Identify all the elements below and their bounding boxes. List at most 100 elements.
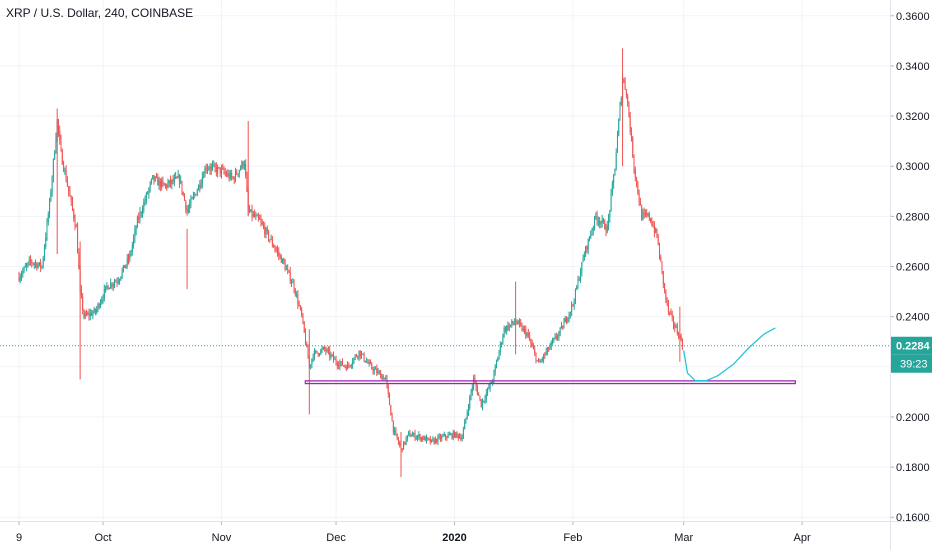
candle-body bbox=[376, 368, 378, 374]
candle-body bbox=[210, 166, 212, 170]
candlestick-series bbox=[18, 48, 683, 478]
x-tick-label: Dec bbox=[326, 532, 346, 544]
candle-body bbox=[656, 229, 658, 237]
candle-body bbox=[158, 180, 160, 186]
candle-body bbox=[368, 362, 370, 364]
candle-body bbox=[562, 325, 564, 329]
candle-body bbox=[492, 381, 494, 383]
candle-body bbox=[136, 217, 138, 228]
candle-body bbox=[638, 193, 640, 203]
candle-body bbox=[190, 199, 192, 205]
candle-body bbox=[63, 164, 65, 171]
candle-body bbox=[624, 81, 626, 90]
candle-body bbox=[232, 177, 234, 179]
candle-body bbox=[462, 429, 464, 438]
candle-body bbox=[251, 209, 253, 217]
candle-body bbox=[271, 239, 273, 246]
candle-body bbox=[465, 417, 467, 422]
candle-body bbox=[390, 405, 392, 416]
candle-body bbox=[218, 167, 220, 169]
candle-body bbox=[317, 352, 319, 355]
candle-body bbox=[386, 377, 388, 386]
candle-body bbox=[616, 135, 618, 153]
candle-body bbox=[330, 354, 332, 357]
candle-body bbox=[481, 401, 483, 407]
projection-curve bbox=[683, 327, 776, 382]
candle-body bbox=[585, 246, 587, 256]
candle-body bbox=[163, 183, 165, 186]
candle-body bbox=[364, 360, 366, 363]
candle-body bbox=[648, 213, 650, 219]
candle-body bbox=[187, 208, 189, 212]
candle-body bbox=[26, 265, 28, 267]
candle-body bbox=[255, 215, 257, 217]
candle-body bbox=[143, 202, 145, 211]
candle-body bbox=[590, 234, 592, 238]
x-tick-label: Nov bbox=[212, 532, 232, 544]
candle-body bbox=[424, 436, 426, 442]
candle-body bbox=[101, 299, 103, 303]
candle-body bbox=[243, 163, 245, 167]
candle-body bbox=[642, 212, 644, 220]
candle-body bbox=[573, 301, 575, 305]
candle-body bbox=[411, 434, 413, 437]
candle-body bbox=[80, 288, 82, 297]
candle-body bbox=[147, 193, 149, 195]
candle-body bbox=[632, 137, 634, 157]
candle-body bbox=[303, 321, 305, 333]
candle-body bbox=[333, 354, 335, 360]
candle-body bbox=[140, 212, 142, 214]
candle-body bbox=[324, 347, 326, 349]
candle-body bbox=[285, 268, 287, 270]
y-tick-label: 0.2400 bbox=[896, 312, 930, 324]
candle-body bbox=[138, 217, 140, 220]
candle-body bbox=[139, 212, 141, 220]
candle-body bbox=[446, 437, 448, 439]
candle-body bbox=[532, 346, 534, 350]
candle-body bbox=[94, 308, 96, 313]
candle-body bbox=[259, 218, 261, 220]
candle-body bbox=[293, 282, 295, 290]
y-tick-label: 0.3400 bbox=[896, 61, 930, 73]
candle-body bbox=[460, 436, 462, 440]
candle-body bbox=[367, 361, 369, 364]
candle-body bbox=[223, 168, 225, 173]
candle-body bbox=[359, 350, 361, 357]
candle-body bbox=[322, 347, 324, 349]
candle-body bbox=[274, 247, 276, 250]
candle-body bbox=[144, 200, 146, 203]
candle-body bbox=[22, 271, 24, 275]
y-tick-label: 0.3600 bbox=[896, 11, 930, 23]
candle-body bbox=[208, 168, 210, 170]
candle-body bbox=[647, 213, 649, 216]
candle-body bbox=[676, 326, 678, 334]
candle-body bbox=[142, 210, 144, 214]
candle-body bbox=[680, 335, 682, 341]
candle-body bbox=[655, 229, 657, 233]
candle-body bbox=[578, 279, 580, 281]
x-tick-label: Feb bbox=[563, 532, 582, 544]
candle-body bbox=[564, 318, 566, 323]
y-tick-label: 0.3200 bbox=[896, 111, 930, 123]
candle-body bbox=[170, 180, 172, 184]
candle-body bbox=[520, 323, 522, 325]
candle-body bbox=[204, 168, 206, 178]
candle-body bbox=[479, 395, 481, 400]
candle-body bbox=[661, 261, 663, 272]
candle-body bbox=[280, 255, 282, 263]
candle-body bbox=[164, 184, 166, 186]
candle-body bbox=[485, 392, 487, 399]
candle-body bbox=[397, 438, 399, 444]
candle-body bbox=[236, 171, 238, 175]
candle-body bbox=[212, 165, 214, 167]
candle-body bbox=[226, 173, 228, 176]
candle-body bbox=[538, 360, 540, 362]
candle-body bbox=[615, 152, 617, 169]
candle-body bbox=[301, 308, 303, 316]
candle-body bbox=[451, 433, 453, 438]
candle-body bbox=[658, 244, 660, 257]
candle-body bbox=[594, 216, 596, 228]
candle-body bbox=[591, 230, 593, 235]
